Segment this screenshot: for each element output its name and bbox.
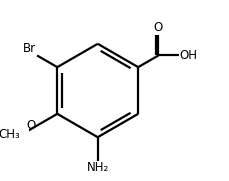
- Text: CH₃: CH₃: [0, 128, 21, 141]
- Text: OH: OH: [180, 49, 198, 62]
- Text: O: O: [27, 119, 36, 132]
- Text: Br: Br: [23, 42, 36, 55]
- Text: NH₂: NH₂: [87, 161, 109, 174]
- Text: O: O: [154, 21, 163, 34]
